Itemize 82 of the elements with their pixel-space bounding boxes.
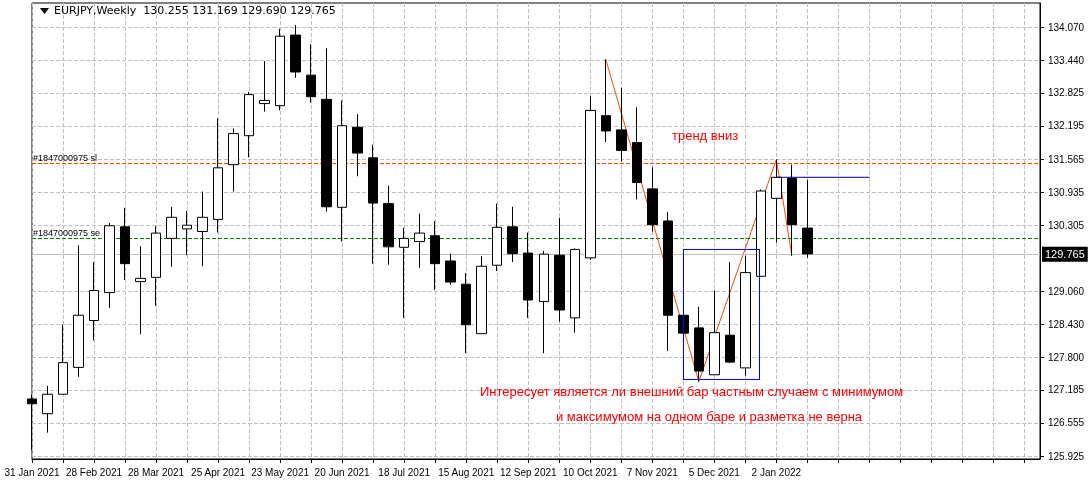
candlestick [352,113,363,177]
candlestick [523,232,533,319]
y-tick-label: 127.185 [1048,384,1085,396]
candlestick [601,58,611,143]
candlestick [151,225,161,307]
annotation: и максимумом на одном баре и разметка не верна [556,409,863,424]
candlestick [182,210,192,256]
x-tick-label: 31 Jan 2021 [4,466,60,478]
candlestick [337,99,347,243]
candlestick [228,127,239,193]
candlestick [414,213,425,269]
candlestick [73,244,84,378]
candlestick [787,164,797,257]
candlestick [135,245,146,335]
annotation: Интересует является ли внешний бар частным случаем с минимумом [480,384,904,399]
candlestick [663,211,673,352]
candlestick [399,227,409,319]
candlestick [197,191,208,267]
y-tick-label: 130.935 [1048,186,1085,198]
candlestick [709,290,720,376]
y-tick-label: 131.565 [1048,153,1085,165]
candlestick [725,261,735,364]
x-tick-label: 28 Mar 2021 [127,466,185,478]
candlestick [213,117,223,234]
x-tick-label: 18 Jul 2021 [378,466,431,478]
candlestick [740,255,751,377]
candlestick [368,144,378,265]
y-tick-label: 125.925 [1048,450,1085,462]
y-tick-label: 134.070 [1048,21,1085,33]
candlestick [166,206,177,268]
candlestick [306,43,316,104]
ref-line-label: 129.765 [1045,248,1085,261]
candlestick [507,206,518,263]
y-tick-label: 130.305 [1048,219,1085,231]
y-tick-label: 132.825 [1048,87,1085,99]
candlestick [756,188,766,277]
candlestick [42,385,53,434]
x-tick-label: 28 Feb 2021 [65,466,123,478]
candlestick [570,247,580,334]
y-tick-label: 129.060 [1048,285,1085,297]
candlestick [290,24,301,79]
candlestick [58,324,68,395]
candlestick [492,203,502,272]
candlestick [430,220,440,291]
x-tick-label: 12 Sep 2021 [499,466,558,478]
candlestick [476,255,487,335]
candlestick [554,217,565,323]
candlestick [383,185,394,266]
ref-line-label: #1847000975 sl [33,152,98,163]
candlestick [647,166,658,233]
candlestick [275,28,285,111]
x-tick-label: 15 Aug 2021 [438,466,495,478]
x-tick-label: 7 Nov 2021 [626,466,679,478]
y-tick-label: 127.800 [1048,351,1085,363]
candlestick [259,60,270,112]
annotation: тренд вниз [672,128,739,143]
y-tick-label: 132.195 [1048,120,1085,132]
candlestick [120,207,130,281]
y-tick-label: 128.430 [1048,318,1085,330]
candlestick [104,222,115,309]
x-tick-label: 2 Jan 2022 [751,466,802,478]
x-tick-label: 23 May 2021 [251,466,310,478]
candlestick [771,158,782,244]
y-tick-label: 133.440 [1048,54,1085,66]
candlestick [445,253,456,286]
ref-line-label: #1847000975 se [33,227,101,238]
candlestick [632,106,642,200]
candlestick [461,272,471,354]
candlestick [678,314,689,334]
candlestick [694,306,704,383]
chart-title: EURJPY,Weekly 130.255 131.169 129.690 129.765 [54,4,336,17]
candlestick [244,91,254,158]
candlestick [89,261,99,342]
y-tick-label: 126.555 [1048,417,1085,429]
candlestick [802,179,813,259]
x-tick-label: 25 Apr 2021 [191,466,246,478]
x-tick-label: 20 Jun 2021 [314,466,371,478]
candlestick [321,47,332,213]
x-tick-label: 5 Dec 2021 [688,466,741,478]
candlestick [539,250,549,354]
x-tick-label: 10 Oct 2021 [563,466,618,478]
candlestick [616,87,627,162]
